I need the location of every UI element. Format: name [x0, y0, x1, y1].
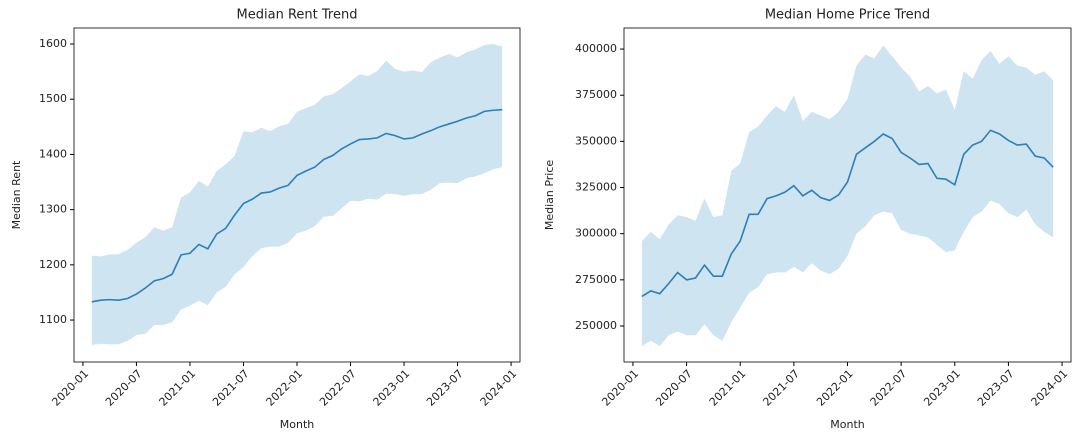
x-tick-label: 2023-07 [975, 367, 1017, 409]
y-tick-label: 1100 [39, 313, 67, 326]
y-tick-label: 375000 [575, 88, 617, 101]
chart-title: Median Home Price Trend [765, 8, 930, 23]
x-tick-label: 2021-07 [760, 367, 802, 409]
y-tick-label: 1500 [39, 92, 67, 105]
y-axis-label: Median Rent [10, 160, 23, 229]
x-tick-label: 2022-07 [868, 367, 910, 409]
y-tick-label: 300000 [575, 227, 617, 240]
y-tick-label: 1200 [39, 258, 67, 271]
x-tick-label: 2024-01 [478, 367, 520, 409]
y-tick-label: 350000 [575, 134, 617, 147]
x-tick-label: 2023-01 [371, 367, 413, 409]
x-tick-label: 2021-07 [210, 367, 252, 409]
x-axis-label: Month [830, 418, 865, 431]
x-tick-label: 2021-01 [157, 367, 199, 409]
confidence-band [91, 44, 503, 345]
x-axis-label: Month [280, 418, 315, 431]
x-tick-label: 2022-01 [264, 367, 306, 409]
y-tick-label: 275000 [575, 273, 617, 286]
x-tick-label: 2023-01 [921, 367, 963, 409]
x-tick-label: 2022-07 [317, 367, 359, 409]
x-tick-label: 2021-01 [707, 367, 749, 409]
x-tick-label: 2020-01 [599, 367, 641, 409]
x-tick-label: 2024-01 [1029, 367, 1071, 409]
line [91, 108, 503, 303]
x-tick-label: 2020-07 [103, 367, 145, 409]
x-tick-label: 2020-01 [49, 367, 91, 409]
chart-title: Median Rent Trend [237, 8, 358, 23]
line [641, 129, 1054, 298]
y-axis-label: Median Price [543, 160, 556, 231]
confidence-band [641, 45, 1054, 347]
y-tick-label: 400000 [575, 42, 617, 55]
x-tick-label: 2022-01 [814, 367, 856, 409]
y-tick-label: 1600 [39, 37, 67, 50]
y-tick-label: 1300 [39, 203, 67, 216]
y-tick-label: 325000 [575, 181, 617, 194]
x-tick-label: 2020-07 [653, 367, 695, 409]
y-tick-label: 250000 [575, 319, 617, 332]
x-tick-label: 2023-07 [424, 367, 466, 409]
y-tick-label: 1400 [39, 147, 67, 160]
